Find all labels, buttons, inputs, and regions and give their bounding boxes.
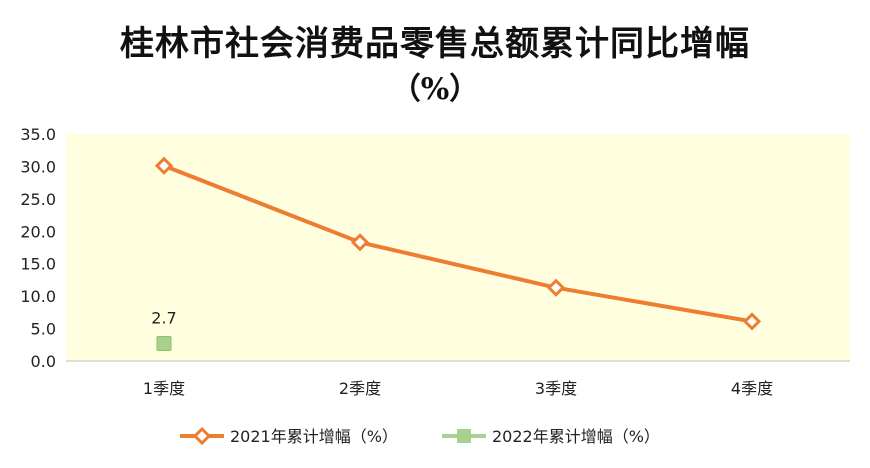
- y-tick-label: 35.0: [20, 125, 56, 144]
- series-line-0: [163, 163, 753, 324]
- chart-title: 桂林市社会消费品零售总额累计同比增幅: [120, 24, 750, 64]
- y-tick-label: 10.0: [20, 287, 56, 306]
- y-tick-label: 5.0: [31, 320, 56, 339]
- x-tick-label: 4季度: [731, 379, 773, 398]
- y-axis: 0.0 5.0 10.0 15.0 20.0 25.0 30.0 35.0: [20, 125, 56, 371]
- y-tick-label: 0.0: [31, 352, 56, 371]
- x-tick-label: 2季度: [339, 379, 381, 398]
- legend-marker: [192, 426, 212, 446]
- x-tick-label: 3季度: [535, 379, 577, 398]
- legend-label: 2022年累计增幅（%）: [492, 427, 660, 446]
- data-point: [742, 312, 762, 331]
- x-tick-label: 1季度: [143, 379, 185, 398]
- legend-item-0: 2021年累计增幅（%）: [180, 426, 398, 446]
- data-point: [350, 233, 370, 252]
- data-point: [546, 278, 566, 297]
- legend-label: 2021年累计增幅（%）: [230, 427, 398, 446]
- y-tick-label: 30.0: [20, 157, 56, 176]
- plot-area: [66, 134, 850, 361]
- legend-item-1: 2022年累计增幅（%）: [442, 427, 660, 446]
- y-tick-label: 15.0: [20, 255, 56, 274]
- chart-title-unit: （%）: [390, 72, 480, 107]
- data-point: [154, 156, 174, 175]
- x-axis: 1季度 2季度 3季度 4季度: [66, 360, 850, 398]
- legend-marker: [457, 429, 471, 443]
- series-layer: 2.7: [151, 156, 762, 351]
- data-label: 2.7: [151, 308, 176, 327]
- data-point: [156, 335, 172, 351]
- y-tick-label: 25.0: [20, 190, 56, 209]
- y-tick-label: 20.0: [20, 222, 56, 241]
- legend: 2021年累计增幅（%） 2022年累计增幅（%）: [180, 426, 660, 446]
